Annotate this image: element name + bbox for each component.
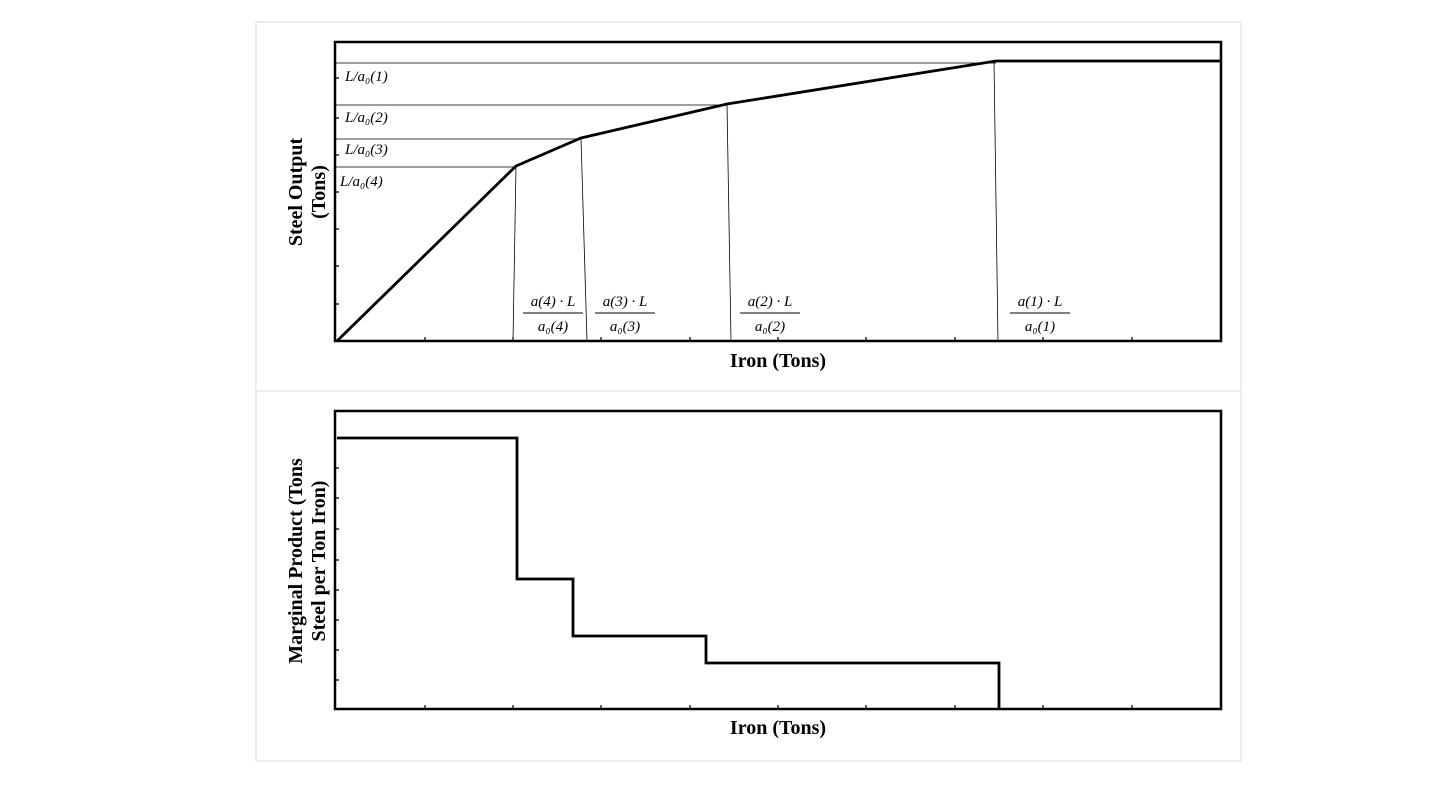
x-axis-label: Iron (Tons) [730,350,826,372]
level-label: L/a₀(4) [339,174,383,190]
fraction-numerator: a(1) · L [1018,294,1063,310]
level-label: L/a₀(3) [344,142,388,158]
level-label: L/a₀(1) [344,69,388,85]
bottom-chart [333,409,1223,711]
ticks [335,467,1133,709]
iron-labels: a(4) · L a₀(4) a(3) · L a₀(3) a(2) · L a₀(2) a… [523,294,1070,335]
production-curve [336,59,1221,343]
fraction-denominator: a₀(4) [538,319,568,335]
ticks [335,77,1133,341]
y-axis-label: (Tons) [308,165,330,219]
fraction-denominator: a₀(2) [755,319,785,335]
y-axis-label: Marginal Product (Tons [285,458,307,664]
fraction-denominator: a₀(3) [610,319,640,335]
fraction-numerator: a(4) · L [531,294,576,310]
level-label: L/a₀(2) [344,110,388,126]
marginal-product-step [337,436,1001,709]
y-axis-label: Steel Output [285,137,307,246]
fraction-numerator: a(3) · L [603,294,648,310]
panel-frame [255,390,1242,762]
guide-lines [335,60,999,342]
top-chart [333,40,1223,343]
fraction-numerator: a(2) · L [748,294,793,310]
panel-frame [255,21,1242,392]
y-axis-label: Steel per Ton Iron) [308,481,330,642]
x-axis-label: Iron (Tons) [730,717,826,739]
fraction-denominator: a₀(1) [1025,319,1055,335]
